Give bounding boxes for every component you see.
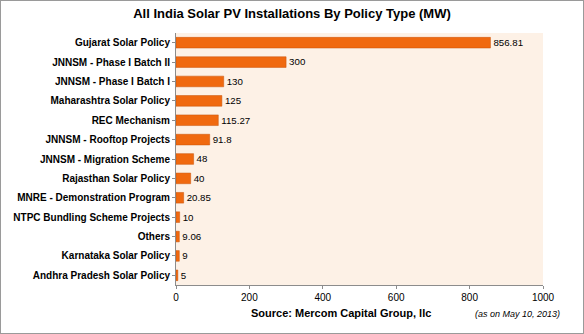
svg-text:Karnataka Solar Policy: Karnataka Solar Policy <box>62 250 171 261</box>
svg-text:0: 0 <box>173 292 179 303</box>
svg-text:Andhra Pradesh Solar Policy: Andhra Pradesh Solar Policy <box>33 270 171 281</box>
svg-text:856.81: 856.81 <box>493 37 523 48</box>
svg-text:125: 125 <box>225 95 241 106</box>
svg-text:REC Mechanism: REC Mechanism <box>92 115 170 126</box>
svg-text:48: 48 <box>197 153 208 164</box>
svg-text:Rajasthan Solar Policy: Rajasthan Solar Policy <box>62 173 170 184</box>
svg-text:40: 40 <box>194 173 205 184</box>
svg-text:600: 600 <box>388 292 405 303</box>
svg-text:91.8: 91.8 <box>213 134 232 145</box>
svg-text:9: 9 <box>182 250 187 261</box>
svg-text:1000: 1000 <box>532 292 555 303</box>
svg-text:800: 800 <box>461 292 478 303</box>
svg-text:JNNSM - Rooftop Projects: JNNSM - Rooftop Projects <box>46 134 171 145</box>
svg-text:NTPC Bundling Scheme Projects: NTPC Bundling Scheme Projects <box>13 212 170 223</box>
svg-text:10: 10 <box>183 212 194 223</box>
svg-text:9.06: 9.06 <box>182 231 201 242</box>
svg-text:300: 300 <box>289 56 306 67</box>
svg-text:Source: Mercom Capital Group,: Source: Mercom Capital Group, llc <box>251 307 431 319</box>
svg-text:(as on May 10, 2013): (as on May 10, 2013) <box>475 309 560 319</box>
svg-text:JNNSM - Phase I Batch I: JNNSM - Phase I Batch I <box>55 76 170 87</box>
svg-text:400: 400 <box>314 292 331 303</box>
svg-text:130: 130 <box>227 76 244 87</box>
svg-text:Others: Others <box>138 231 171 242</box>
svg-text:MNRE - Demonstration Program: MNRE - Demonstration Program <box>17 192 170 203</box>
svg-text:Maharashtra Solar Policy: Maharashtra Solar Policy <box>51 95 171 106</box>
svg-text:115.27: 115.27 <box>221 115 250 126</box>
svg-text:All India Solar PV Installatio: All India Solar PV Installations By Poli… <box>133 6 451 21</box>
svg-text:200: 200 <box>241 292 258 303</box>
svg-text:JNNSM - Phase I Batch II: JNNSM - Phase I Batch II <box>52 57 170 68</box>
svg-text:20.85: 20.85 <box>187 192 211 203</box>
svg-text:Gujarat Solar Policy: Gujarat Solar Policy <box>75 37 170 48</box>
svg-text:JNNSM - Migration Scheme: JNNSM - Migration Scheme <box>40 154 170 165</box>
svg-text:5: 5 <box>181 270 186 281</box>
